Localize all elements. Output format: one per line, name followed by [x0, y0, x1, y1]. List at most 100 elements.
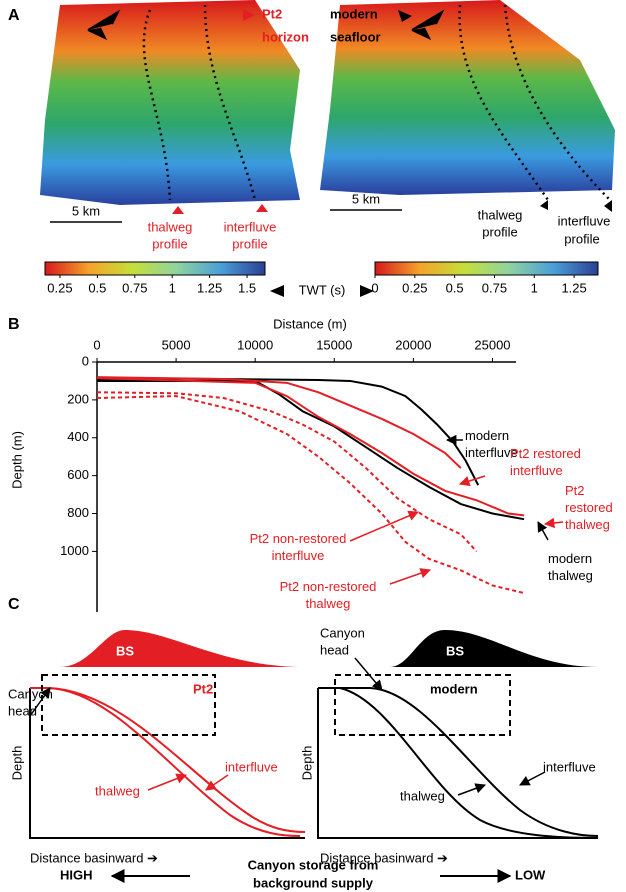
- dashed-box: [334, 674, 511, 736]
- bump: [390, 630, 598, 667]
- annotation: interfluve: [558, 213, 611, 228]
- curve: [318, 687, 599, 839]
- series-line: [96, 395, 525, 595]
- arrow: [457, 783, 486, 796]
- colorbar: [44, 261, 266, 276]
- north-arrow: [87, 9, 121, 41]
- series-line: [96, 391, 478, 553]
- axes: [317, 688, 598, 839]
- pointer: [256, 204, 268, 212]
- series-label: Pt2 non-restored interfluve: [250, 531, 347, 563]
- x-tick-label: 0: [93, 337, 100, 352]
- y-tick-label: 0: [82, 353, 89, 368]
- series-label: modern interfluve: [465, 428, 518, 460]
- annotation: horizon: [262, 29, 309, 44]
- annotation: LOW: [515, 867, 546, 882]
- tick-label: 1.5: [238, 280, 256, 295]
- annotation: head: [8, 703, 37, 718]
- annotation: thalweg: [95, 783, 140, 798]
- panel-label: B: [8, 316, 20, 333]
- tick-label: 1: [169, 280, 176, 295]
- schematic-left: BS Pt2 Canyon head interfluve thalweg De…: [8, 630, 306, 865]
- panel-label: A: [8, 7, 20, 24]
- arrow: [147, 773, 187, 791]
- label-arrow: [537, 521, 549, 541]
- annotation: interfluve: [224, 219, 277, 234]
- x-tick-label: 25000: [474, 337, 510, 352]
- pointer: [172, 206, 184, 214]
- annotation: Canyon storage from: [248, 857, 379, 872]
- axis-label: Distance basinward ➔: [30, 850, 158, 865]
- arrow: [205, 774, 229, 791]
- annotation: Canyon: [320, 625, 365, 640]
- scale-label: 5 km: [72, 203, 100, 218]
- profile-line: [503, 4, 611, 201]
- annotation: background supply: [253, 875, 374, 890]
- annotation: profile: [152, 236, 187, 251]
- x-tick-label: 20000: [395, 337, 431, 352]
- scale-label: 5 km: [352, 191, 380, 206]
- annotation: thalweg: [148, 219, 193, 234]
- tick-label: 0.75: [122, 280, 147, 295]
- axis-label: Depth: [9, 746, 24, 781]
- label-arrow: [389, 568, 431, 585]
- tick-label: 0.5: [88, 280, 106, 295]
- title: Pt2: [193, 681, 213, 696]
- tick-label: 0.5: [446, 280, 464, 295]
- series-label: Pt2 non-restored thalweg: [280, 579, 377, 611]
- bs-label: BS: [116, 643, 134, 658]
- x-tick-label: 10000: [237, 337, 273, 352]
- colorbar: [374, 261, 599, 276]
- tick-label: 1.25: [561, 280, 586, 295]
- series-label: modern thalweg: [548, 551, 593, 583]
- north-arrow: [411, 9, 445, 41]
- axes: [29, 688, 305, 839]
- axis-label: Distance basinward ➔: [320, 850, 448, 865]
- x-axis-label: Distance (m): [273, 316, 347, 331]
- panel-label: C: [8, 596, 20, 613]
- curve: [318, 687, 599, 837]
- annotation: profile: [232, 236, 267, 251]
- annotation: interfluve: [225, 759, 278, 774]
- label-arrow: [349, 510, 419, 542]
- annotation: modern: [330, 6, 378, 21]
- tick-label: 0.75: [482, 280, 507, 295]
- terrain-image: [320, 0, 615, 195]
- tick-label: 1.25: [197, 280, 222, 295]
- axis-label: Depth: [299, 746, 314, 781]
- annotation: thalweg: [478, 207, 523, 222]
- series-line: [96, 377, 525, 517]
- y-tick-label: 800: [67, 505, 89, 520]
- annotation: thalweg: [400, 788, 445, 803]
- label-arrow: [543, 517, 564, 529]
- tick-label: 1: [531, 280, 538, 295]
- pointer: [540, 200, 548, 210]
- annotation: Pt2: [262, 6, 282, 21]
- tick-label: 0.25: [47, 280, 72, 295]
- annotation: head: [320, 642, 349, 657]
- annotation: profile: [482, 224, 517, 239]
- annotation: interfluve: [543, 759, 596, 774]
- series-line: [96, 376, 462, 469]
- dashed-box: [41, 674, 216, 736]
- profile-line: [142, 9, 172, 201]
- tick-label: 0.25: [402, 280, 427, 295]
- series-label: Pt2 restored thalweg: [565, 483, 613, 532]
- series-line: [96, 377, 480, 486]
- arrow: [354, 657, 383, 691]
- profile-line: [458, 4, 550, 201]
- arrow: [519, 771, 546, 786]
- arrow: [29, 687, 51, 717]
- y-tick-label: 200: [67, 391, 89, 406]
- y-tick-label: 1000: [60, 543, 89, 558]
- annotation: profile: [564, 231, 599, 246]
- title: modern: [430, 681, 478, 696]
- annotation: seafloor: [330, 29, 381, 44]
- pointer: [604, 200, 612, 212]
- tick-label: 0: [371, 280, 378, 295]
- x-tick-label: 15000: [316, 337, 352, 352]
- curve: [30, 687, 301, 837]
- colorbar-label: TWT (s): [299, 282, 346, 297]
- bump: [60, 630, 305, 667]
